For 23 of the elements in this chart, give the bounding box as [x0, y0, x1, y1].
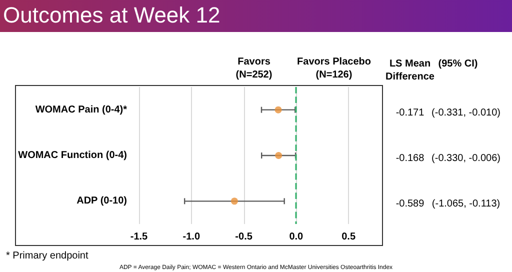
text: (N=126) [316, 70, 352, 80]
y-tick-label: WOMAC Function (0-4) [18, 150, 127, 161]
text: (N=252) [236, 70, 272, 80]
text: (-1.065, -0.113) [432, 198, 500, 210]
text: Favors Placebo [297, 56, 371, 68]
x-tick-label: 0.0 [289, 232, 304, 242]
text: (-0.331, -0.010) [432, 107, 500, 118]
x-tick-label: -1.0 [182, 232, 200, 242]
chart-title: Outcomes at Week 12 [3, 2, 220, 28]
text: LS Mean [389, 58, 431, 70]
text: Difference [386, 72, 435, 82]
data-label: -0.171 [396, 107, 425, 118]
y-tick-label: WOMAC Pain (0-4)* [35, 104, 128, 116]
x-tick-label: -0.5 [235, 232, 253, 242]
x-tick-label: -1.5 [130, 232, 148, 242]
y-tick-label: ADP (0-10) [76, 196, 127, 207]
text: * Primary endpoint [6, 250, 88, 262]
text: (-0.330, -0.006) [432, 153, 500, 164]
text: Favors [238, 56, 271, 68]
text: (95% CI) [438, 58, 478, 70]
data-label: -0.589 [396, 198, 425, 210]
x-tick-label: 0.5 [342, 232, 356, 242]
data-label: -0.168 [396, 153, 425, 164]
